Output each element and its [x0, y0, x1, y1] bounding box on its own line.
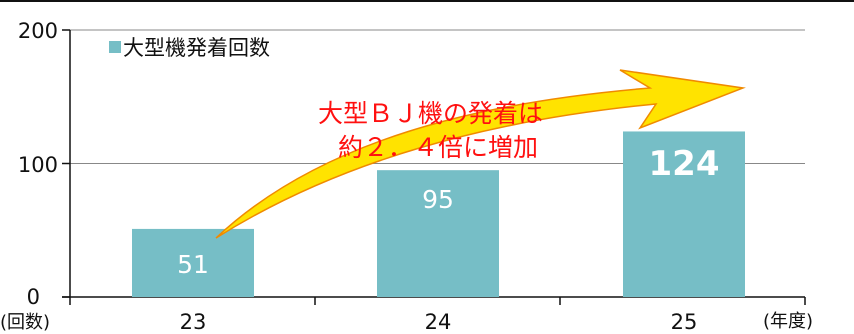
annotation-line-2: 約２．４倍に増加 [338, 133, 538, 162]
annotation-line-1: 大型ＢＪ機の発着は [318, 99, 543, 128]
bar-24 [377, 170, 499, 297]
bar-series [132, 131, 745, 297]
growth-arrow-shape [215, 69, 746, 239]
y-axis-unit: (回数) [0, 312, 50, 333]
bar-25 [623, 131, 745, 297]
x-tick-label-25: 25 [671, 310, 698, 334]
legend-swatch [109, 41, 121, 53]
x-tick-label-23: 23 [180, 310, 207, 334]
bar-23 [132, 228, 254, 297]
x-tick-label-24: 24 [425, 310, 452, 334]
y-tick-label-0: 0 [27, 285, 40, 309]
legend-label: 大型機発着回数 [123, 36, 270, 60]
data-label-23: 51 [177, 250, 209, 279]
data-label-24: 95 [422, 185, 454, 214]
x-axis-unit: (年度) [763, 311, 813, 332]
y-tick-label-100: 100 [18, 153, 58, 177]
y-tick-label-200: 200 [18, 19, 58, 43]
y-tick-marks [62, 29, 806, 305]
data-label-25: 124 [649, 144, 720, 184]
